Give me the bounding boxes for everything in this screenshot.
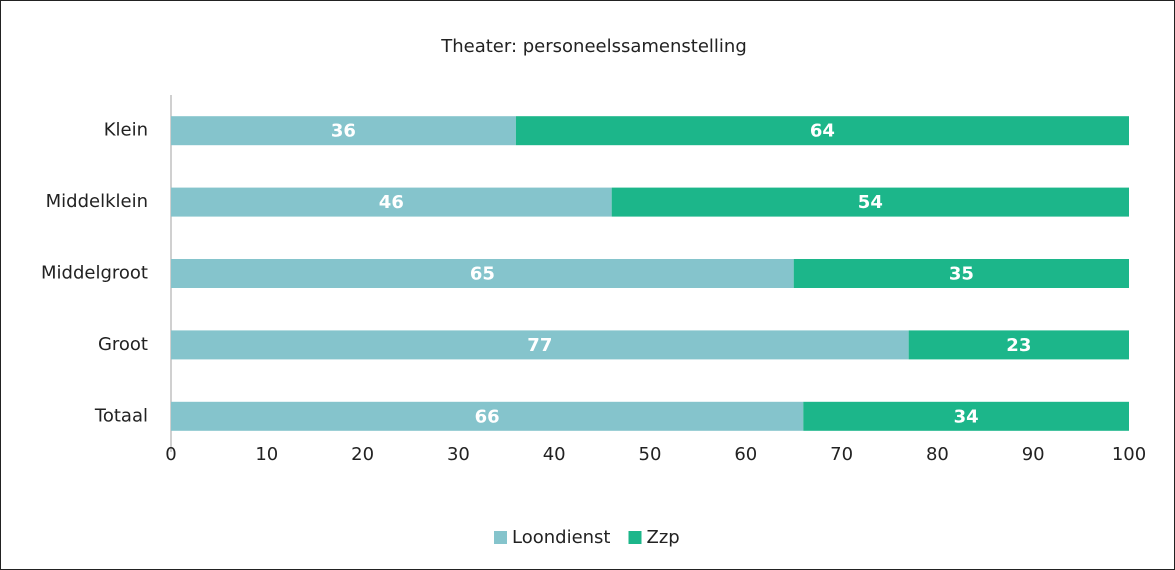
x-tick-label: 20 bbox=[351, 444, 374, 465]
data-label: 77 bbox=[527, 335, 552, 356]
x-tick-label: 0 bbox=[165, 444, 176, 465]
data-label: 23 bbox=[1006, 335, 1031, 356]
bar-segment bbox=[908, 330, 1129, 360]
data-label: 46 bbox=[379, 192, 404, 213]
bar-segment bbox=[793, 259, 1129, 288]
bar-segment bbox=[611, 187, 1129, 217]
legend-swatch bbox=[628, 531, 642, 544]
bar-segment bbox=[171, 330, 909, 360]
x-tick-label: 40 bbox=[543, 444, 566, 465]
x-tick-label: 100 bbox=[1112, 444, 1146, 465]
x-tick-label: 10 bbox=[255, 444, 278, 465]
x-tick-label: 60 bbox=[734, 444, 757, 465]
y-tick-label: Klein bbox=[104, 120, 148, 141]
bar-segment bbox=[171, 116, 516, 146]
y-tick-label: Middelgroot bbox=[41, 263, 148, 284]
bar-segment bbox=[515, 116, 1129, 146]
data-label: 34 bbox=[954, 406, 979, 427]
y-tick-label: Groot bbox=[98, 334, 148, 355]
chart-title: Theater: personeelssamenstelling bbox=[440, 36, 747, 57]
x-tick-label: 90 bbox=[1022, 444, 1045, 465]
x-tick-label: 70 bbox=[830, 444, 853, 465]
legend-label: Loondienst bbox=[512, 527, 611, 548]
y-tick-label: Totaal bbox=[94, 405, 148, 426]
data-label: 66 bbox=[475, 406, 500, 427]
legend-swatch bbox=[494, 531, 507, 544]
x-tick-label: 30 bbox=[447, 444, 470, 465]
bar-segment bbox=[171, 401, 804, 431]
data-label: 65 bbox=[470, 264, 495, 285]
data-label: 35 bbox=[949, 264, 974, 285]
legend-label: Zzp bbox=[647, 527, 680, 548]
bar-segment bbox=[171, 259, 794, 288]
data-label: 54 bbox=[858, 192, 883, 213]
x-tick-label: 50 bbox=[639, 444, 662, 465]
bar-segment bbox=[803, 401, 1129, 431]
y-tick-label: Middelklein bbox=[46, 191, 148, 212]
data-label: 36 bbox=[331, 121, 356, 142]
data-label: 64 bbox=[810, 121, 835, 142]
bar-segment bbox=[171, 187, 612, 217]
x-tick-label: 80 bbox=[926, 444, 949, 465]
